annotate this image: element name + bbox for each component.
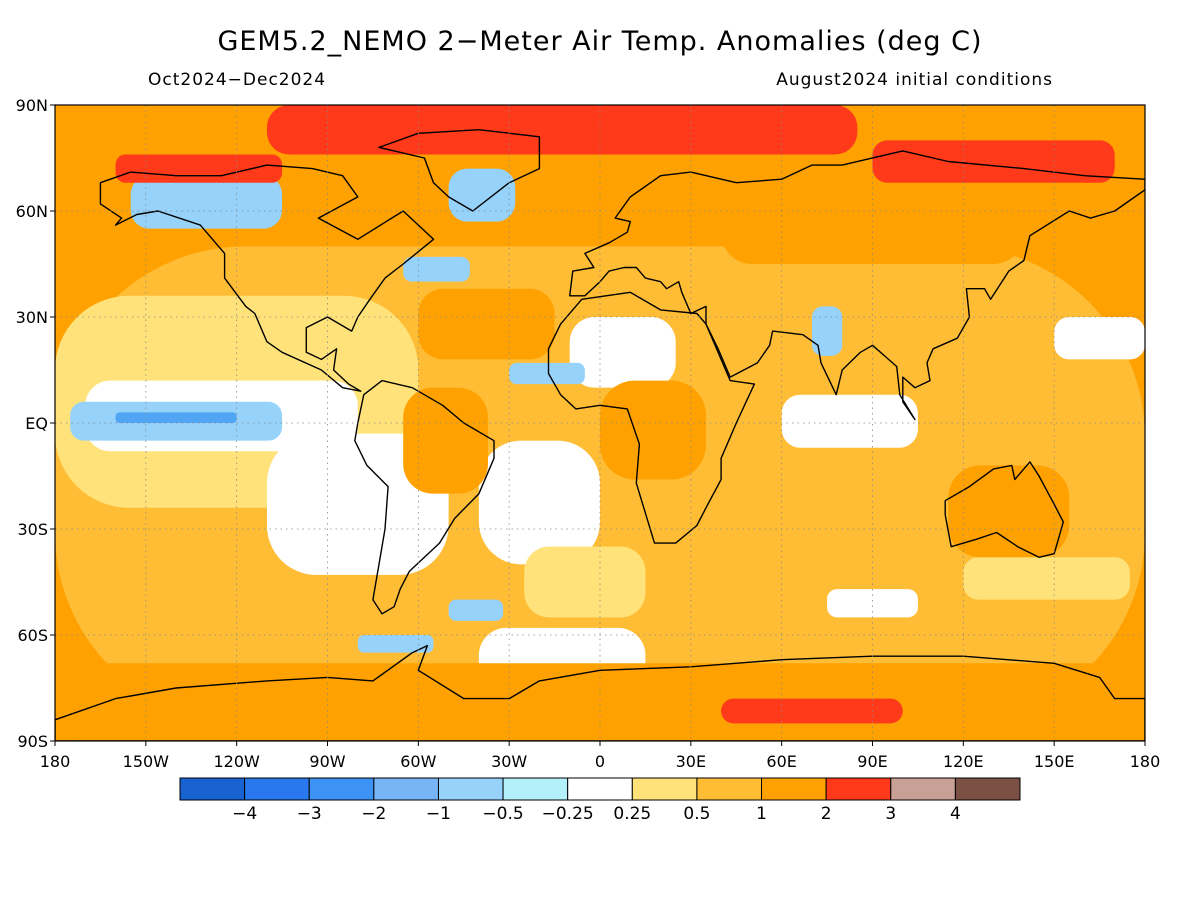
anomaly-region xyxy=(448,168,516,222)
lat-tick-label: 60S xyxy=(17,626,48,645)
anomaly-region xyxy=(509,362,585,385)
colorbar-label: −1 xyxy=(426,804,451,824)
graticule xyxy=(55,105,1145,741)
anomaly-region xyxy=(266,433,449,575)
colorbar-swatch xyxy=(502,777,569,801)
colorbar-label: 0.5 xyxy=(683,804,710,824)
anomaly-region xyxy=(721,698,903,724)
colorbar-swatch xyxy=(825,777,892,801)
anomaly-region xyxy=(478,440,600,565)
anomaly-region xyxy=(721,175,1024,264)
anomaly-region xyxy=(448,599,504,621)
lon-tick-label: 120E xyxy=(943,752,984,771)
colorbar-swatch xyxy=(696,777,763,801)
colorbar-swatch xyxy=(567,777,633,801)
anomaly-region xyxy=(130,175,283,229)
colorbar-swatch xyxy=(373,777,439,801)
forecast-period: Oct2024−Dec2024 xyxy=(148,70,327,90)
lat-tick-label: 60N xyxy=(16,202,48,221)
anomaly-region xyxy=(827,589,918,618)
colorbar-label: 3 xyxy=(885,804,896,824)
colorbar-label: −3 xyxy=(297,804,322,824)
colorbar-label: 0.25 xyxy=(613,804,651,824)
colorbar-swatch xyxy=(437,777,504,801)
lon-tick-label: 120W xyxy=(213,752,260,771)
colorbar-label: −0.5 xyxy=(482,804,523,824)
coastline-australia xyxy=(944,461,1065,558)
colorbar-swatch xyxy=(244,777,310,801)
anomaly-region xyxy=(115,412,237,423)
anomaly-region xyxy=(1054,317,1145,360)
lon-tick-label: 150E xyxy=(1034,752,1075,771)
anomaly-region xyxy=(357,635,434,653)
lat-tick-label: 90N xyxy=(16,96,48,115)
anomaly-region xyxy=(781,394,918,448)
colorbar-label: −0.25 xyxy=(542,804,594,824)
colorbar-swatch xyxy=(761,777,827,801)
colorbar-swatch xyxy=(631,777,698,801)
anomaly-region xyxy=(600,380,706,480)
anomaly-region xyxy=(948,465,1070,558)
colorbar-label: −4 xyxy=(232,804,257,824)
coastline-antarctica xyxy=(55,644,1145,741)
anomaly-region xyxy=(418,288,555,360)
coastline-south-america xyxy=(354,379,495,615)
coastline-north-america xyxy=(99,164,435,392)
lat-tick-label: 30S xyxy=(17,520,48,539)
lat-tick-label: 30N xyxy=(16,308,48,327)
anomaly-region xyxy=(524,546,646,618)
lon-tick-label: 90W xyxy=(309,752,345,771)
colorbar-swatch xyxy=(308,777,375,801)
anomaly-region xyxy=(266,105,858,155)
anomaly-region xyxy=(115,154,283,183)
lon-tick-label: 180 xyxy=(40,752,71,771)
anomaly-region xyxy=(403,256,470,282)
colorbar-label: −2 xyxy=(361,804,386,824)
lon-tick-label: 30W xyxy=(491,752,527,771)
lon-tick-label: 90E xyxy=(857,752,887,771)
lon-tick-label: 150W xyxy=(123,752,170,771)
colorbar: −4 −3 −2 −1 −0.5 −0.25 0.25 0.5 1 2 3 4 xyxy=(179,777,1021,824)
coastline-africa xyxy=(547,291,756,544)
colorbar-label: 4 xyxy=(950,804,961,824)
initial-conditions: August2024 initial conditions xyxy=(776,70,1053,90)
colorbar-swatch xyxy=(890,777,956,801)
lat-tick-label: EQ xyxy=(25,414,48,433)
lat-tick-label: 90S xyxy=(17,732,48,751)
colorbar-label: 1 xyxy=(756,804,767,824)
coastlines xyxy=(55,128,1145,741)
colorbar-label: 2 xyxy=(821,804,832,824)
anomaly-region xyxy=(569,317,676,388)
anomaly-region xyxy=(403,387,488,494)
anomaly-region xyxy=(872,140,1115,183)
lon-tick-label: 60E xyxy=(766,752,796,771)
lon-tick-label: 30E xyxy=(676,752,706,771)
anomaly-region xyxy=(963,557,1130,600)
coastline-eurasia xyxy=(569,150,1145,421)
map-title: GEM5.2_NEMO 2−Meter Air Temp. Anomalies … xyxy=(217,26,983,57)
colorbar-swatch xyxy=(954,777,1021,801)
lon-tick-label: 0 xyxy=(595,752,605,771)
anomaly-region xyxy=(811,306,843,356)
anomaly-region xyxy=(55,663,1145,741)
colorbar-swatch xyxy=(179,777,246,801)
lon-tick-label: 60W xyxy=(400,752,436,771)
lon-tick-label: 180 xyxy=(1130,752,1161,771)
